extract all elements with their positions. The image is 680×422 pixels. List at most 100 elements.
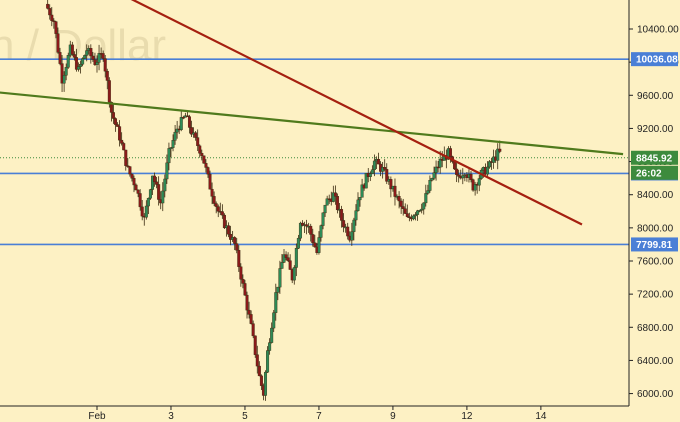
candle-body xyxy=(461,175,465,179)
candle-body xyxy=(208,173,212,190)
candle-body xyxy=(352,219,356,232)
candle-body xyxy=(72,54,76,58)
candle-body xyxy=(111,112,115,119)
candle-body xyxy=(181,117,185,119)
candle-body xyxy=(249,314,253,324)
candle-body xyxy=(222,214,226,229)
candle-body xyxy=(438,158,442,168)
last-price-badge xyxy=(631,150,678,165)
price-axis-background xyxy=(629,0,680,406)
candle-body xyxy=(280,262,284,269)
candle-body xyxy=(227,225,231,235)
candle-body xyxy=(220,211,224,216)
price-tick-label: 9600.00 xyxy=(637,91,674,102)
candle-body xyxy=(311,234,315,243)
candle-body xyxy=(270,327,274,343)
candle-body xyxy=(342,220,346,228)
candle-body xyxy=(83,55,87,59)
candle-body xyxy=(276,286,280,293)
candle-body xyxy=(346,226,350,237)
candle-body xyxy=(89,48,93,57)
trendlines xyxy=(0,0,624,226)
candle-body xyxy=(333,192,337,197)
candle-body xyxy=(194,132,198,138)
candle-body xyxy=(235,243,239,251)
last-price-badge-label: 8845.92 xyxy=(636,153,673,164)
candle-body xyxy=(198,145,202,154)
candle-body xyxy=(233,237,237,244)
candle-body xyxy=(171,140,175,148)
candle-body xyxy=(118,126,122,141)
candle-body xyxy=(210,188,214,197)
candle-body xyxy=(272,312,276,329)
candle-body xyxy=(389,179,393,190)
trendline[interactable] xyxy=(122,0,583,226)
time-tick-label: 12 xyxy=(461,411,473,422)
candle-body xyxy=(148,189,152,199)
candle-body xyxy=(103,58,107,72)
candle-body xyxy=(140,206,144,217)
candle-body xyxy=(66,55,70,68)
candle-body xyxy=(264,371,268,396)
time-axis[interactable]: Feb 3 5 7 9 12 14 xyxy=(88,406,547,422)
candle-body xyxy=(448,148,452,157)
candle-body xyxy=(85,50,89,56)
candle-body xyxy=(132,178,136,186)
candle-body xyxy=(229,234,233,240)
candle-body xyxy=(187,116,191,128)
candle-body xyxy=(309,225,313,235)
candle-body xyxy=(48,8,52,16)
price-tick-label: 6800.00 xyxy=(637,323,674,334)
candle-body xyxy=(282,254,286,263)
candle-body xyxy=(416,210,420,215)
candle-body xyxy=(150,175,154,190)
candle-body xyxy=(397,196,401,202)
candle-body xyxy=(496,148,500,161)
candle-body xyxy=(436,166,440,169)
candle-body xyxy=(107,80,111,103)
candle-body xyxy=(93,59,97,65)
candle-body xyxy=(360,184,364,198)
candle-body xyxy=(134,184,138,191)
price-tick-label: 7200.00 xyxy=(637,290,674,301)
candle-body xyxy=(284,254,288,258)
candle-body xyxy=(146,197,150,207)
candle-body xyxy=(477,178,481,186)
time-tick-label: 5 xyxy=(242,411,248,422)
time-tick-label: 14 xyxy=(535,411,547,422)
candle-body xyxy=(58,52,62,64)
candle-body xyxy=(253,335,257,355)
candle-body xyxy=(245,294,249,311)
level-badge xyxy=(631,52,678,67)
candle-body xyxy=(81,58,85,65)
time-tick-label: Feb xyxy=(88,411,106,422)
price-tick-label: 6400.00 xyxy=(637,356,674,367)
candle-body xyxy=(200,153,204,156)
candle-body xyxy=(247,309,251,315)
price-tick-label: 8000.00 xyxy=(637,223,674,234)
candle-body xyxy=(52,20,56,22)
candle-body xyxy=(169,147,173,149)
candle-body xyxy=(79,64,83,67)
candle-body xyxy=(157,184,161,200)
candle-body xyxy=(364,172,368,189)
candle-body xyxy=(432,172,436,179)
candle-body xyxy=(407,216,411,219)
candle-body xyxy=(488,161,492,168)
candle-body xyxy=(120,139,124,144)
candle-body xyxy=(144,205,148,218)
candle-body xyxy=(313,242,317,248)
candle-body xyxy=(403,208,407,214)
candle-body xyxy=(325,198,329,206)
level-badge xyxy=(631,237,678,252)
candle-body xyxy=(128,166,132,175)
candle-body xyxy=(301,222,305,226)
trendline[interactable] xyxy=(0,91,624,156)
candle-body xyxy=(485,166,489,175)
candle-body xyxy=(331,192,335,202)
candle-body xyxy=(393,185,397,197)
candle-body xyxy=(278,268,282,288)
countdown-badge xyxy=(631,165,678,180)
candle-body xyxy=(335,196,339,211)
